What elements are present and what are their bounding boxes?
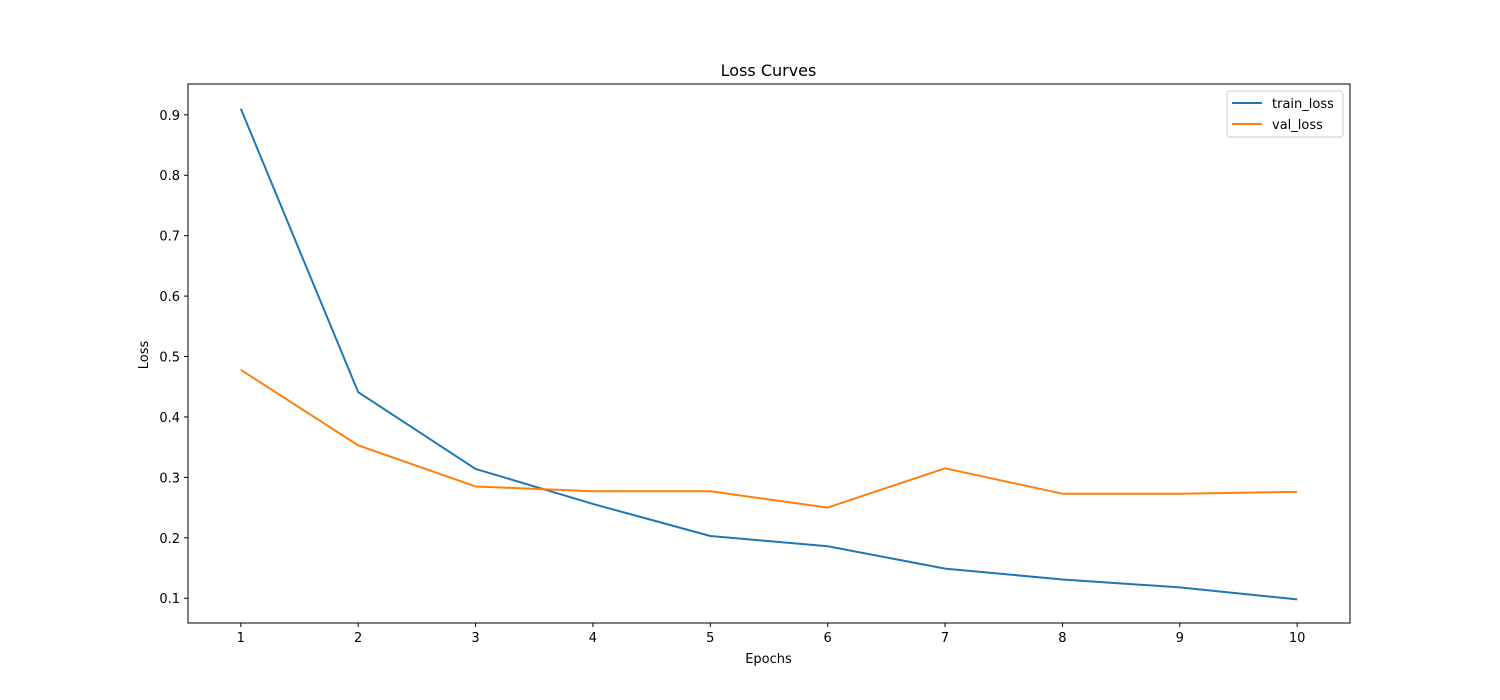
y-tick-label: 0.2 xyxy=(159,532,180,547)
y-tick-label: 0.4 xyxy=(159,411,180,426)
y-tick-label: 0.6 xyxy=(159,290,180,305)
x-tick-label: 7 xyxy=(941,631,949,646)
legend: train_loss val_loss xyxy=(1226,90,1344,138)
y-tick-label: 0.5 xyxy=(159,351,180,366)
x-tick-label: 4 xyxy=(589,631,597,646)
y-tick-label: 0.3 xyxy=(159,471,180,486)
y-tick-label: 0.1 xyxy=(159,592,180,607)
x-tick-label: 10 xyxy=(1289,631,1306,646)
y-tick-label: 0.9 xyxy=(159,109,180,124)
x-tick-label: 8 xyxy=(1058,631,1066,646)
x-axis-ticks: 1 2 3 4 5 6 7 8 9 10 xyxy=(237,623,1306,646)
plot-area xyxy=(239,108,1298,601)
series-line-val-loss xyxy=(240,368,1298,509)
x-tick-label: 9 xyxy=(1176,631,1184,646)
series-line-train-loss xyxy=(239,108,1298,601)
legend-label-val-loss: val_loss xyxy=(1272,118,1323,133)
chart-title: Loss Curves xyxy=(721,61,817,80)
y-axis-label: Loss xyxy=(137,341,152,370)
y-tick-label: 0.7 xyxy=(159,230,180,245)
legend-label-train-loss: train_loss xyxy=(1272,97,1334,112)
x-tick-label: 5 xyxy=(706,631,714,646)
y-tick-label: 0.8 xyxy=(159,169,180,184)
x-tick-label: 3 xyxy=(471,631,479,646)
x-tick-label: 1 xyxy=(237,631,245,646)
x-axis-label: Epochs xyxy=(745,652,792,667)
plot-frame xyxy=(187,83,1351,624)
y-axis-ticks: 0.1 0.2 0.3 0.4 0.5 0.6 0.7 0.8 0.9 xyxy=(159,109,188,607)
x-tick-label: 2 xyxy=(354,631,362,646)
x-tick-label: 6 xyxy=(824,631,832,646)
